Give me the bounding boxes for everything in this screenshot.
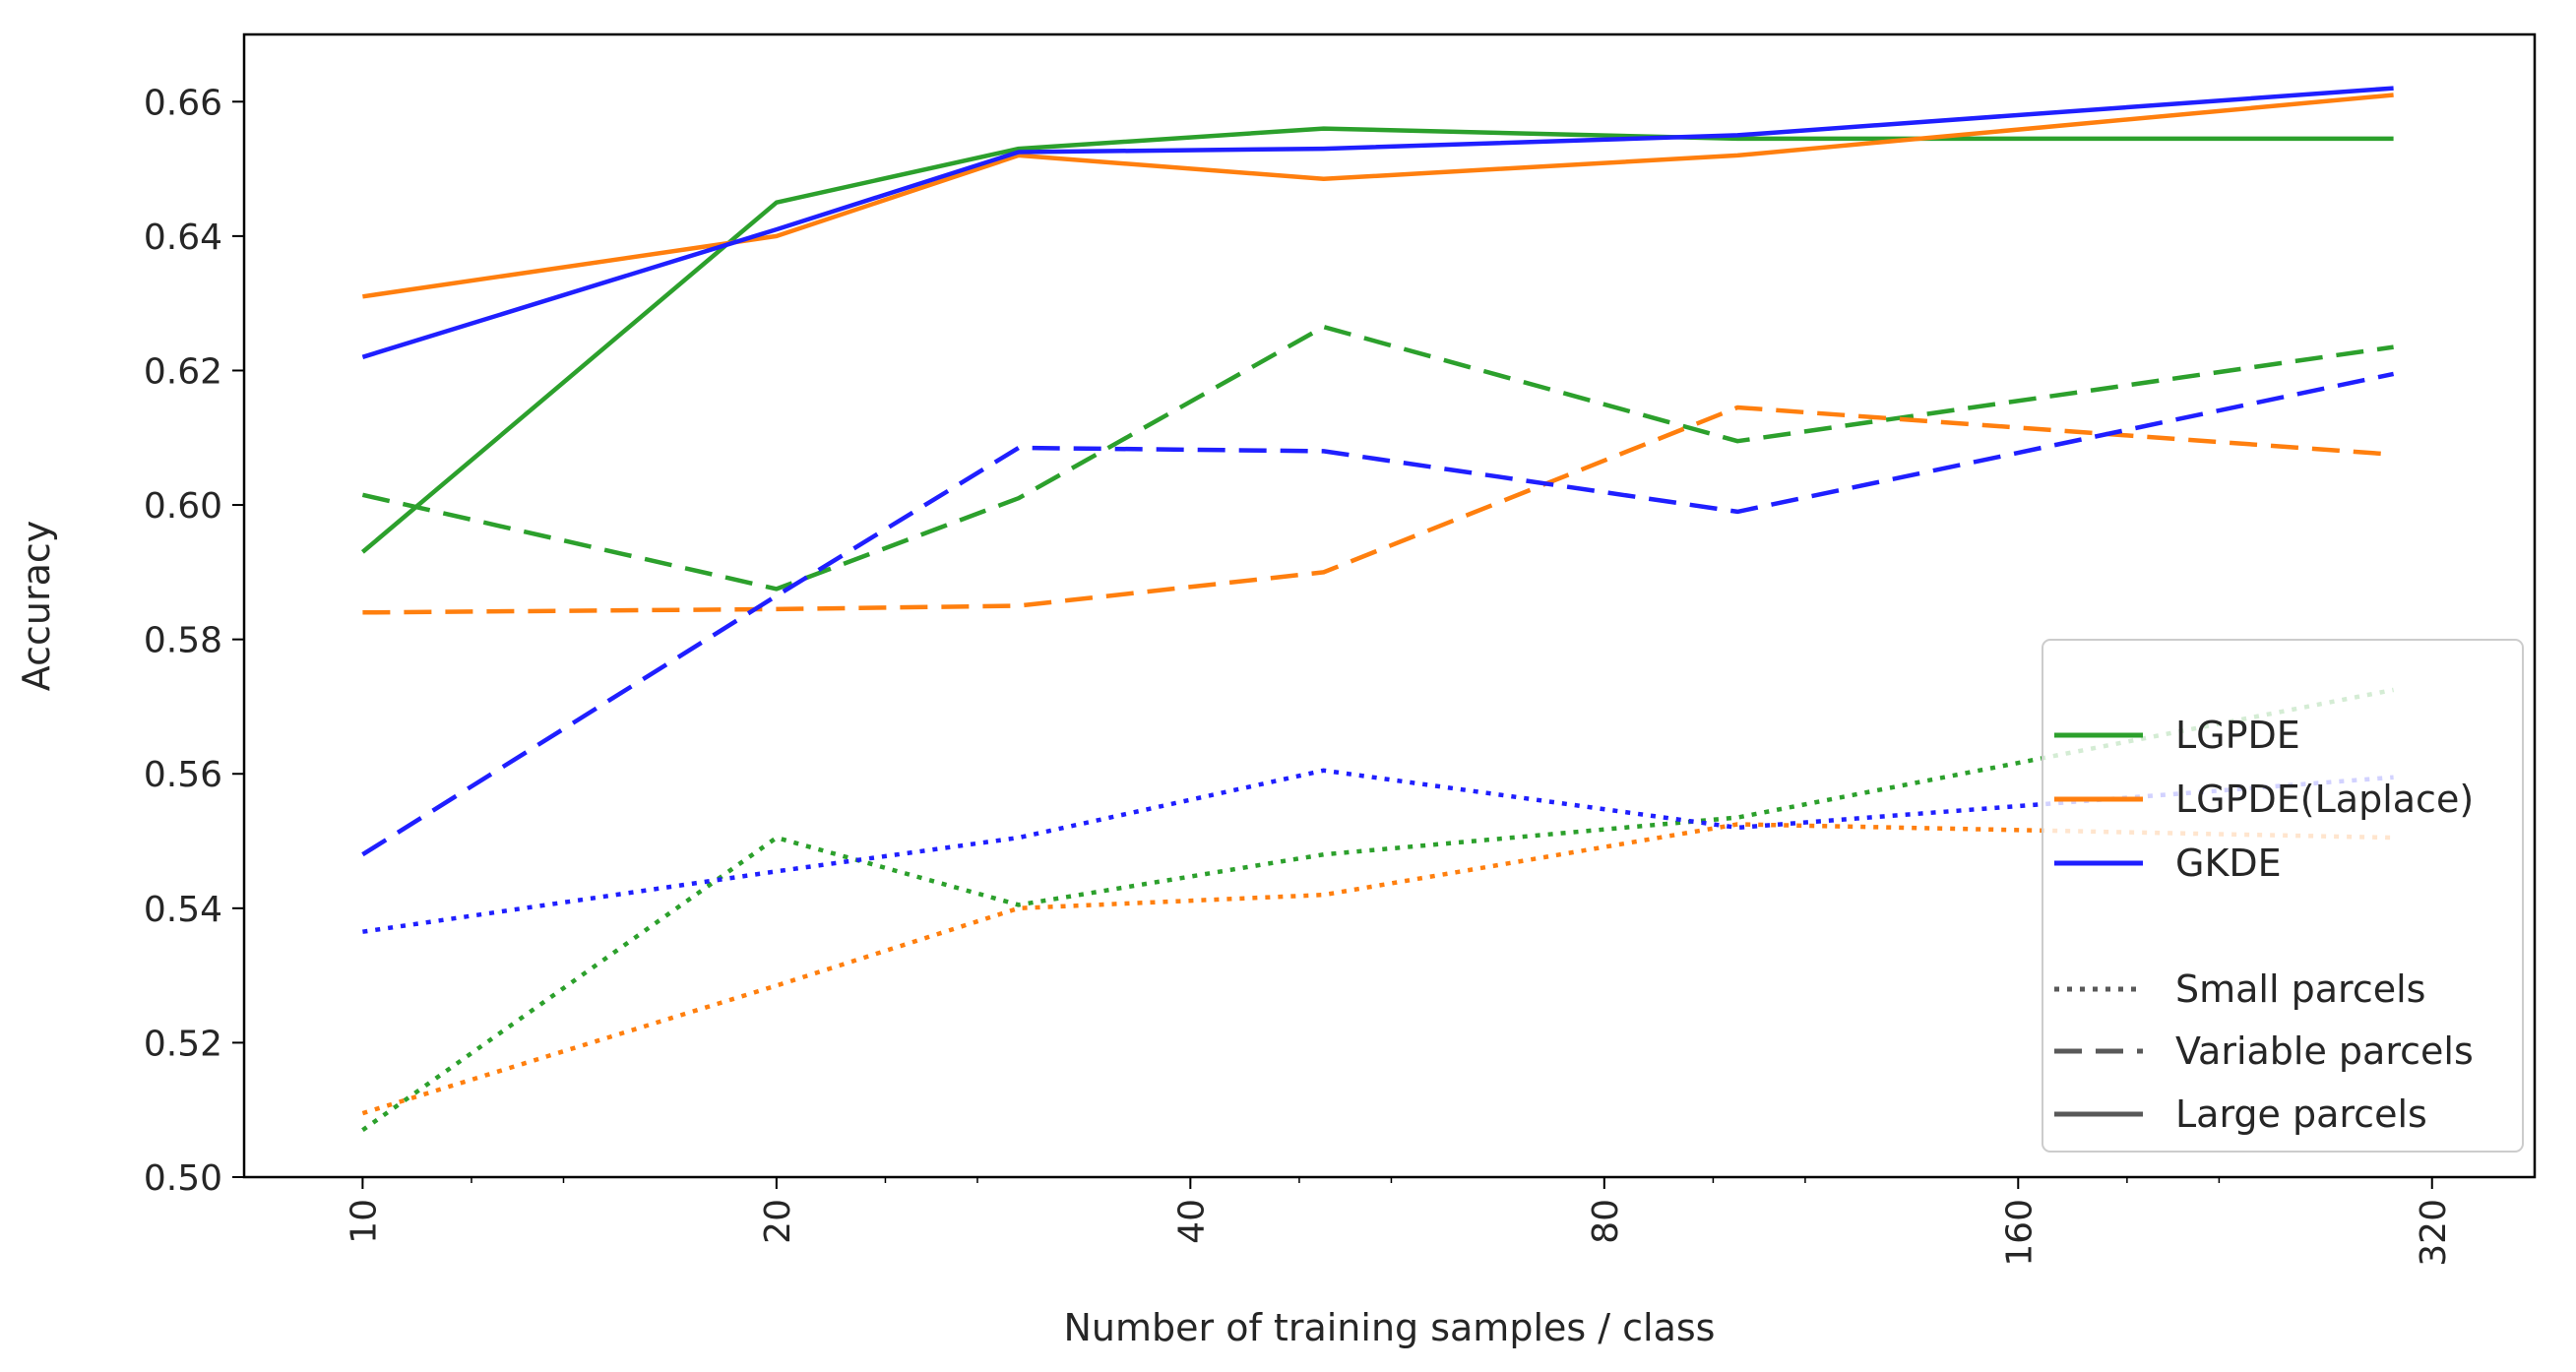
legend-label: GKDE [2175, 842, 2282, 885]
legend-label: Large parcels [2175, 1092, 2427, 1136]
legend: LGPDE LGPDE(Laplace) GKDE Small parcels Vari… [2042, 639, 2524, 1153]
plot-area-frame [242, 32, 2537, 1179]
legend-label: LGPDE(Laplace) [2175, 778, 2474, 821]
y-tick-label: 0.56 [144, 755, 222, 795]
y-tick-label: 0.52 [144, 1024, 222, 1064]
series-line-3: GKDE - Large parcels [361, 86, 2394, 359]
legend-box [2042, 639, 2524, 1153]
y-tick-label: 0.64 [144, 218, 222, 258]
y-tick-label: 0.50 [144, 1158, 222, 1199]
y-tick-label: 0.54 [144, 890, 222, 930]
legend-label: Small parcels [2175, 967, 2425, 1011]
x-tick-label: 10 [344, 1199, 384, 1244]
series-line-1: LGPDE - Large parcels [360, 126, 2394, 554]
x-axis-label: Number of training samples / class [1064, 1306, 1716, 1349]
y-axis-label: Accuracy [15, 521, 58, 692]
x-tick-label: 20 [758, 1199, 798, 1244]
x-tick-label: 320 [2414, 1199, 2454, 1267]
series-line-4: LGPDE - Variable parcels [361, 324, 2394, 592]
series-line-9: GKDE - Small parcels [362, 768, 2394, 934]
series-line-7: LGPDE - Small parcels [361, 687, 2395, 1133]
y-tick-label: 0.62 [144, 351, 222, 392]
legend-label: Variable parcels [2175, 1029, 2474, 1073]
x-tick-label: 40 [1171, 1199, 1212, 1244]
series-line-8: LGPDE(Laplace) - Small parcels [361, 822, 2394, 1116]
series-line-2: LGPDE(Laplace) - Large parcels [362, 93, 2394, 299]
legend-label: LGPDE [2175, 714, 2300, 757]
y-tick-label: 0.66 [144, 83, 222, 123]
y-tick-label: 0.60 [144, 486, 222, 527]
x-tick-label: 80 [1586, 1199, 1626, 1244]
x-tick-label: 160 [1999, 1199, 2040, 1267]
series-line-5: LGPDE(Laplace) - Variable parcels [362, 405, 2394, 615]
series-line-6: GKDE - Variable parcels [361, 371, 2395, 857]
y-tick-label: 0.58 [144, 621, 222, 661]
